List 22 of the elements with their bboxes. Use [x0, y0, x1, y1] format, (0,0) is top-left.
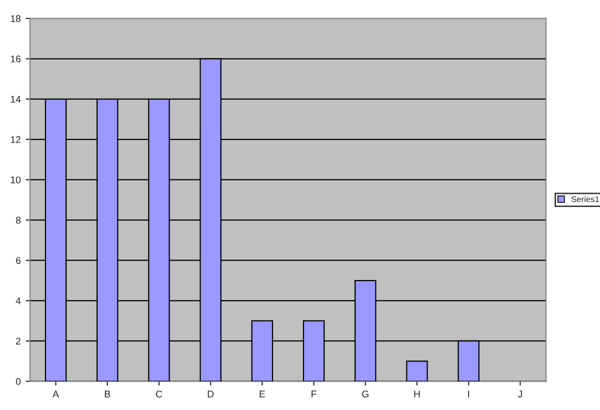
x-tick-label: D: [208, 390, 214, 398]
x-tick-label: F: [312, 390, 316, 398]
x-tick-label: E: [260, 390, 266, 398]
legend-label: Series1: [572, 196, 600, 202]
y-tick-label: 2: [16, 338, 20, 345]
x-tick-label: H: [414, 390, 420, 398]
y-tick-label: 10: [10, 176, 21, 184]
y-tick-label: 0: [16, 378, 21, 385]
x-tick-label: C: [156, 390, 162, 398]
x-tick-label: I: [468, 390, 470, 398]
y-tick-label: 8: [16, 216, 21, 224]
y-tick-label: 18: [10, 15, 21, 22]
y-tick-label: 6: [16, 257, 21, 264]
x-tick-label: J: [518, 390, 522, 398]
y-tick-label: 4: [16, 298, 21, 304]
x-tick-label: B: [104, 390, 110, 398]
y-tick-label: 14: [10, 96, 21, 103]
y-tick-label: 16: [10, 56, 21, 62]
x-tick-label: G: [362, 390, 368, 398]
bar: [406, 360, 428, 382]
y-tick-label: 12: [10, 136, 20, 143]
x-tick-label: A: [52, 390, 60, 398]
